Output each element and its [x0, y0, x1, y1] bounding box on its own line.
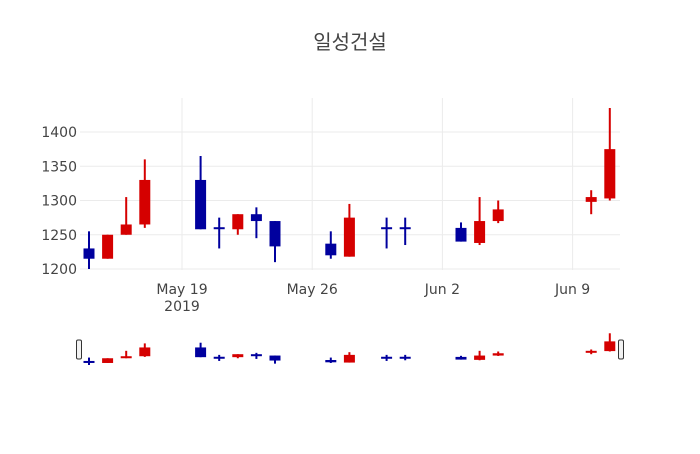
candle-body — [195, 347, 207, 358]
candle[interactable] — [232, 214, 244, 235]
candle-body — [120, 224, 132, 235]
candle-body — [343, 354, 355, 363]
x-tick-label: May 19 — [156, 282, 207, 298]
y-tick-label: 1350 — [41, 159, 77, 175]
candle-body — [232, 214, 244, 230]
candle-body — [604, 341, 616, 352]
slider-candle[interactable] — [250, 352, 262, 359]
candle-body — [585, 197, 597, 202]
plot-area[interactable] — [83, 108, 616, 269]
slider-candle[interactable] — [381, 354, 393, 361]
range-slider-right-handle[interactable] — [618, 339, 624, 360]
range-slider[interactable] — [76, 333, 624, 365]
candle-body — [585, 350, 597, 353]
candle-body — [139, 347, 151, 357]
candle[interactable] — [381, 217, 393, 249]
candle-body — [455, 356, 467, 360]
candle-body — [213, 227, 225, 230]
x-tick-year-label: 2019 — [164, 299, 200, 315]
candle[interactable] — [399, 217, 411, 246]
slider-candle[interactable] — [269, 355, 281, 364]
candle-body — [195, 179, 207, 230]
candle[interactable] — [139, 159, 151, 228]
candle-body — [455, 227, 467, 242]
slider-candle[interactable] — [120, 350, 132, 359]
slider-candle[interactable] — [604, 333, 616, 352]
candle[interactable] — [102, 234, 114, 259]
slider-candle[interactable] — [139, 343, 151, 357]
candle-body — [269, 355, 281, 361]
x-tick-label: Jun 9 — [554, 282, 590, 298]
gridlines — [80, 98, 620, 270]
slider-candle[interactable] — [232, 354, 244, 359]
candle[interactable] — [455, 222, 467, 242]
range-slider-left-handle[interactable] — [76, 339, 82, 360]
x-tick-label: Jun 2 — [424, 282, 460, 298]
candle-body — [381, 356, 393, 359]
y-tick-label: 1400 — [41, 125, 77, 141]
slider-candle[interactable] — [213, 354, 225, 361]
candle-body — [102, 358, 114, 363]
chart-title: 일성건설 — [313, 30, 387, 54]
slider-candle[interactable] — [195, 342, 207, 358]
slider-candle[interactable] — [474, 350, 486, 361]
candle-body — [492, 353, 504, 356]
candle-body — [399, 356, 411, 359]
candle-body — [325, 360, 337, 363]
slider-candle[interactable] — [455, 355, 467, 360]
candle-body — [139, 179, 151, 225]
candle-body — [381, 227, 393, 230]
y-axis: 1200 1250 1300 1350 1400 — [41, 125, 77, 278]
candle[interactable] — [83, 231, 95, 269]
candle[interactable] — [120, 197, 132, 235]
candle[interactable] — [325, 231, 337, 259]
y-tick-label: 1250 — [41, 228, 77, 244]
candle-body — [474, 221, 486, 243]
candle-body — [343, 217, 355, 257]
candle[interactable] — [474, 197, 486, 246]
candle-body — [213, 356, 225, 359]
candle-body — [474, 355, 486, 360]
slider-candle[interactable] — [343, 352, 355, 363]
y-tick-label: 1200 — [41, 262, 77, 278]
candle[interactable] — [250, 207, 262, 239]
slider-candle[interactable] — [585, 349, 597, 355]
candle-body — [120, 356, 132, 359]
candle-body — [604, 149, 616, 199]
candle[interactable] — [213, 217, 225, 249]
slider-candle[interactable] — [83, 357, 95, 365]
slider-candle[interactable] — [399, 354, 411, 361]
candle[interactable] — [343, 203, 355, 257]
x-tick-label: May 26 — [287, 282, 338, 298]
candle[interactable] — [269, 221, 281, 263]
candle-body — [102, 234, 114, 259]
candle[interactable] — [585, 190, 597, 215]
y-tick-label: 1300 — [41, 194, 77, 210]
candle-body — [492, 209, 504, 222]
candle-body — [83, 248, 95, 259]
candle-body — [83, 360, 95, 363]
candle-body — [250, 214, 262, 222]
candle-body — [399, 227, 411, 230]
slider-candle[interactable] — [325, 357, 337, 363]
candle[interactable] — [195, 155, 207, 230]
slider-candle[interactable] — [102, 358, 114, 363]
slider-candle[interactable] — [492, 351, 504, 356]
candle-body — [269, 221, 281, 247]
candle[interactable] — [604, 108, 616, 201]
candle-body — [250, 354, 262, 357]
candle-body — [325, 243, 337, 256]
candle[interactable] — [492, 200, 504, 224]
candle-body — [232, 354, 244, 358]
